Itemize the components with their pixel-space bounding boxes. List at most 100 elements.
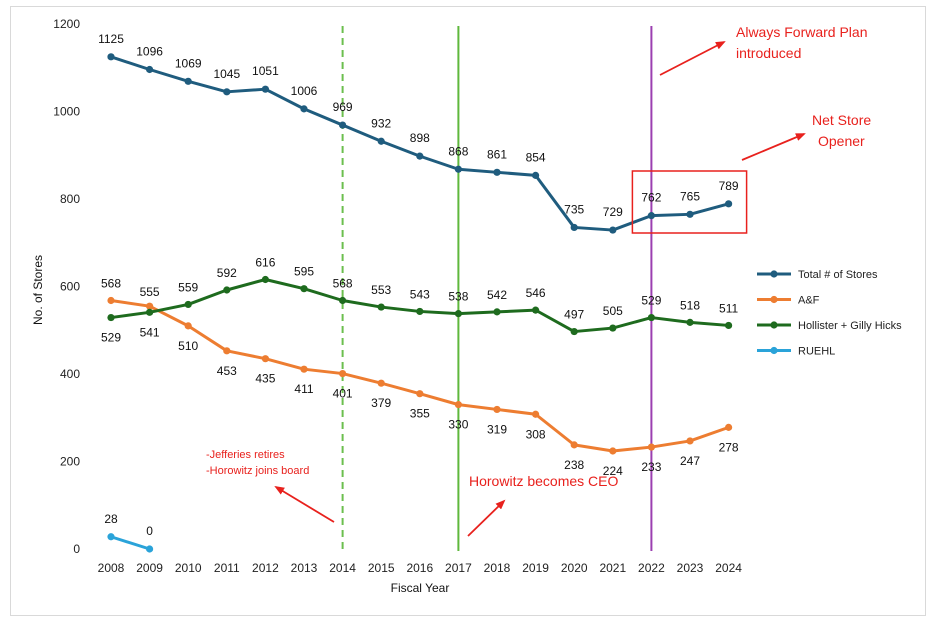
data-label: 546	[526, 286, 546, 300]
x-tick-label: 2021	[599, 561, 626, 575]
data-point	[146, 302, 154, 310]
data-point	[377, 303, 385, 311]
data-point	[107, 53, 115, 61]
x-tick-label: 2014	[329, 561, 356, 575]
data-label: 453	[217, 364, 237, 378]
data-label: 319	[487, 422, 507, 436]
data-point	[416, 390, 424, 398]
data-point	[107, 296, 115, 305]
data-label: 238	[564, 458, 584, 472]
data-label: 595	[294, 265, 314, 279]
y-tick-label: 0	[73, 542, 80, 556]
data-label: 729	[603, 205, 623, 219]
data-point	[261, 85, 269, 93]
data-label: 247	[680, 454, 700, 468]
y-tick-label: 1200	[53, 17, 80, 31]
x-tick-label: 2009	[136, 561, 163, 575]
data-label: 861	[487, 147, 507, 161]
data-point	[146, 308, 154, 316]
data-label: 616	[255, 256, 275, 270]
data-label: 330	[448, 418, 468, 432]
data-label: 1006	[291, 84, 318, 98]
legend-swatch-marker	[770, 321, 778, 329]
data-label: 401	[333, 387, 353, 401]
legend-entry: A&F	[798, 295, 820, 307]
data-point	[647, 212, 656, 220]
legend-entry: Hollister + Gilly Hicks	[798, 320, 902, 332]
x-tick-label: 2019	[522, 561, 549, 575]
x-tick-label: 2013	[291, 561, 318, 575]
data-label: 411	[294, 382, 313, 396]
data-point	[300, 365, 308, 373]
data-point	[184, 77, 192, 85]
data-label: 854	[526, 150, 546, 164]
series-line-3	[110, 535, 151, 551]
y-tick-label: 200	[60, 455, 80, 469]
data-point	[454, 165, 462, 173]
data-point	[223, 347, 231, 355]
data-point	[609, 447, 617, 455]
data-point	[184, 300, 192, 309]
data-label: 789	[719, 179, 739, 193]
data-label: 510	[178, 339, 198, 353]
data-point	[647, 443, 656, 451]
x-tick-label: 2023	[677, 561, 704, 575]
annotation-jefferies-line1: -Jefferies retires	[206, 449, 285, 461]
data-point	[223, 88, 231, 96]
data-point	[725, 423, 733, 431]
data-point	[454, 310, 462, 318]
y-tick-label: 400	[60, 367, 80, 381]
data-point	[146, 545, 154, 553]
annotation-always-forward-line2: introduced	[736, 45, 801, 61]
data-point	[261, 275, 269, 284]
data-label: 542	[487, 288, 507, 302]
data-label: 529	[641, 294, 661, 308]
annotation-always-forward-line1: Always Forward Plan	[736, 24, 868, 40]
x-tick-label: 2010	[175, 561, 202, 575]
annotation-net-store-line1: Net Store	[812, 112, 871, 128]
data-label: 529	[101, 331, 121, 345]
data-point	[416, 152, 424, 160]
legend-swatch-marker	[770, 295, 778, 304]
y-tick-label: 1000	[53, 105, 80, 119]
data-label: 735	[564, 202, 584, 216]
data-point	[609, 324, 617, 332]
data-label: 592	[217, 266, 237, 280]
data-point	[570, 327, 578, 336]
data-point	[339, 296, 347, 305]
data-label: 435	[255, 372, 275, 386]
data-point	[377, 137, 385, 145]
data-point	[107, 533, 115, 541]
legend-swatch-marker	[770, 270, 778, 278]
data-point	[454, 401, 462, 409]
data-label: 518	[680, 298, 700, 312]
chart-frame	[10, 6, 926, 616]
data-label: 0	[146, 524, 153, 538]
data-label: 898	[410, 131, 430, 145]
legend-swatch-marker	[770, 346, 778, 355]
data-point	[300, 285, 308, 293]
arrow-horowitz-ceo	[467, 499, 506, 537]
data-point	[493, 308, 501, 316]
data-point	[532, 171, 540, 179]
x-tick-label: 2024	[715, 561, 742, 575]
data-label: 1045	[213, 67, 240, 81]
net-store-opener-box	[631, 170, 748, 234]
data-label: 868	[448, 144, 468, 158]
x-tick-label: 2011	[214, 561, 240, 575]
y-tick-label: 600	[60, 280, 80, 294]
x-tick-label: 2012	[252, 561, 279, 575]
data-point	[261, 355, 269, 363]
data-point	[107, 313, 115, 322]
data-point	[493, 168, 501, 176]
data-point	[339, 121, 347, 129]
data-label: 568	[333, 277, 353, 291]
data-label: 505	[603, 304, 623, 318]
data-point	[146, 65, 154, 74]
legend-entry: RUEHL	[798, 346, 835, 358]
x-tick-label: 2020	[561, 561, 588, 575]
data-point	[300, 105, 308, 113]
data-point	[570, 223, 578, 232]
data-label: 28	[104, 512, 118, 526]
x-axis-title: Fiscal Year	[391, 581, 450, 595]
